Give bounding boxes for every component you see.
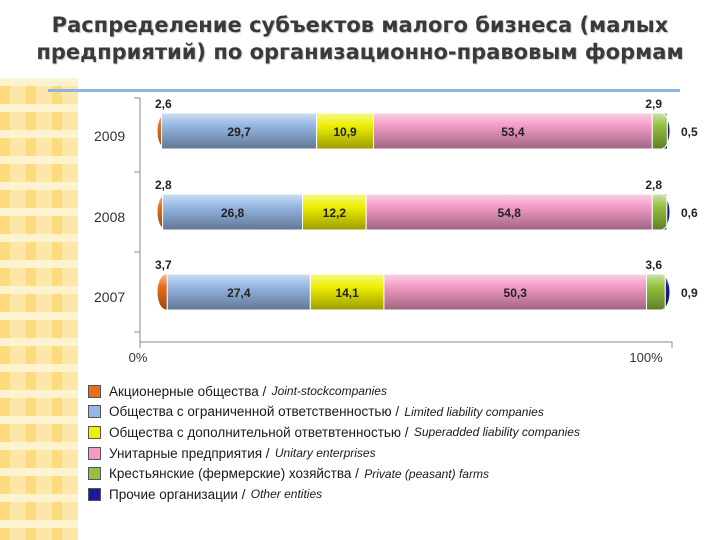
legend-item: Общества с дополнительной ответвтенность…: [88, 422, 713, 443]
legend-label-ru: Общества с ограниченной ответственностью…: [109, 404, 400, 420]
data-label: 3,6: [645, 258, 662, 272]
legend-label-ru: Унитарные предприятия /: [109, 445, 270, 461]
x-tick-label: 0%: [129, 350, 148, 365]
page-title: Распределение субъектов малого бизнеса (…: [0, 12, 720, 66]
data-label: 54,8: [498, 206, 522, 220]
background-stripe-decoration: [0, 78, 78, 540]
bar-segment: [166, 273, 311, 311]
chart-legend: Акционерные общества / Joint-stockcompan…: [88, 381, 713, 505]
legend-label-ru: Акционерные общества /: [109, 383, 267, 399]
bar-segment: [316, 112, 375, 150]
data-label: 26,8: [221, 206, 245, 220]
legend-label-en: Limited liability companies: [401, 404, 544, 419]
data-label: 27,4: [227, 286, 251, 300]
data-label: 0,9: [681, 286, 698, 300]
bar-segment: [309, 273, 385, 311]
legend-label-en: Other entities: [247, 487, 323, 502]
bar-segment: [365, 193, 653, 231]
legend-item: Прочие организации / Other entities: [88, 484, 713, 505]
data-label: 10,9: [333, 125, 357, 139]
legend-swatch: [88, 467, 101, 481]
data-label: 12,2: [323, 206, 347, 220]
legend-label-ru: Прочие организации /: [109, 486, 246, 502]
data-label: 0,5: [681, 125, 698, 139]
bar-segment: [651, 193, 668, 231]
data-label: 14,1: [335, 286, 359, 300]
legend-item: Крестьянские (фермерские) хозяйства / Pr…: [88, 463, 713, 484]
legend-label-en: Superadded liability companies: [410, 425, 580, 440]
title-line-1: Распределение субъектов малого бизнеса (…: [51, 13, 669, 37]
legend-label-ru: Крестьянские (фермерские) хозяйства /: [109, 466, 359, 482]
data-label: 3,7: [155, 258, 172, 272]
data-label: 2,8: [645, 178, 662, 192]
data-label: 53,4: [501, 125, 525, 139]
bar-segment: [660, 193, 671, 231]
legend-swatch: [88, 405, 101, 419]
bar-segment: [646, 273, 666, 311]
legend-item: Общества с ограниченной ответственностью…: [88, 402, 713, 423]
stacked-bar-chart: 0% 100% 2009 2008 2007 2,6 29,7 10,9 53,4 2,9 0,5 2…: [94, 97, 698, 365]
data-label: 2,6: [155, 97, 172, 111]
title-line-2: предприятий) по организационно-правовым …: [36, 40, 684, 64]
legend-item: Акционерные общества / Joint-stockcompan…: [88, 381, 713, 402]
x-tick-label: 100%: [629, 350, 663, 365]
data-label: 0,6: [681, 206, 698, 220]
legend-swatch: [88, 384, 101, 398]
y-tick-label: 2007: [94, 289, 125, 305]
bar-segment: [302, 193, 367, 231]
data-label: 2,9: [645, 97, 662, 111]
legend-label-en: Joint-stockcompanies: [268, 384, 387, 399]
legend-label-en: Unitary enterprises: [271, 446, 376, 461]
bar-segment: [162, 193, 304, 231]
legend-swatch: [88, 446, 101, 460]
legend-label-en: Private (peasant) farms: [360, 466, 489, 481]
bar-segment: [651, 112, 668, 150]
legend-item: Унитарные предприятия / Unitary enterpri…: [88, 443, 713, 464]
data-label: 29,7: [227, 125, 251, 139]
bar-segment: [660, 112, 671, 150]
bar-segment: [373, 112, 653, 150]
y-tick-label: 2008: [94, 209, 125, 225]
legend-swatch: [88, 425, 101, 439]
legend-label-ru: Общества с дополнительной ответвтенность…: [109, 424, 409, 440]
bar-segment: [383, 273, 648, 311]
legend-swatch: [88, 487, 101, 501]
y-tick-label: 2009: [94, 128, 125, 144]
bar-segment: [156, 273, 168, 311]
data-label: 2,8: [155, 178, 172, 192]
bar-segment: [660, 273, 671, 311]
data-label: 50,3: [504, 286, 528, 300]
title-underline: [48, 89, 680, 92]
